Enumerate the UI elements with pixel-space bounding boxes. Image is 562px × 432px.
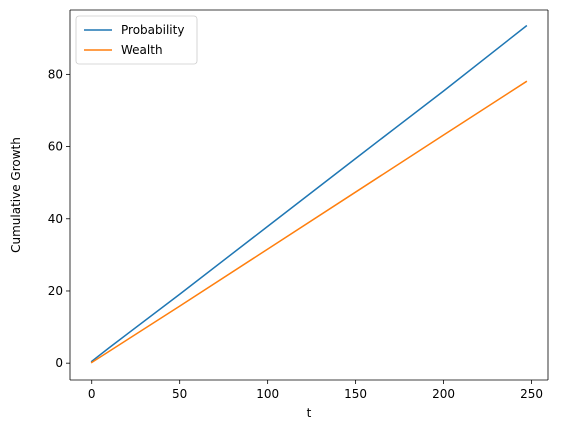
series-layer — [90, 24, 528, 364]
y-tick-label: 40 — [48, 212, 63, 226]
y-tick-label: 60 — [48, 140, 63, 154]
x-tick-label: 100 — [256, 387, 279, 401]
series-line-wealth — [90, 80, 528, 364]
x-tick-label: 0 — [88, 387, 96, 401]
y-axis-label: Cumulative Growth — [9, 137, 23, 253]
axes: 0 50 100 150 200 250 0 20 40 60 80 t Cumulative Grow… — [9, 9, 549, 420]
legend-box — [75, 15, 198, 65]
x-tick-label: 150 — [344, 387, 367, 401]
series-line-probability — [90, 24, 528, 363]
x-tick-label: 200 — [432, 387, 455, 401]
x-axis-label: t — [307, 406, 312, 420]
legend-label-wealth: Wealth — [121, 43, 163, 57]
y-tick-label: 20 — [48, 284, 63, 298]
legend: Probability Wealth — [75, 15, 198, 65]
y-tick-label: 0 — [55, 356, 63, 370]
y-tick-label: 80 — [48, 67, 63, 81]
legend-label-probability: Probability — [121, 23, 184, 37]
x-tick-label: 250 — [520, 387, 543, 401]
x-tick-label: 50 — [172, 387, 187, 401]
